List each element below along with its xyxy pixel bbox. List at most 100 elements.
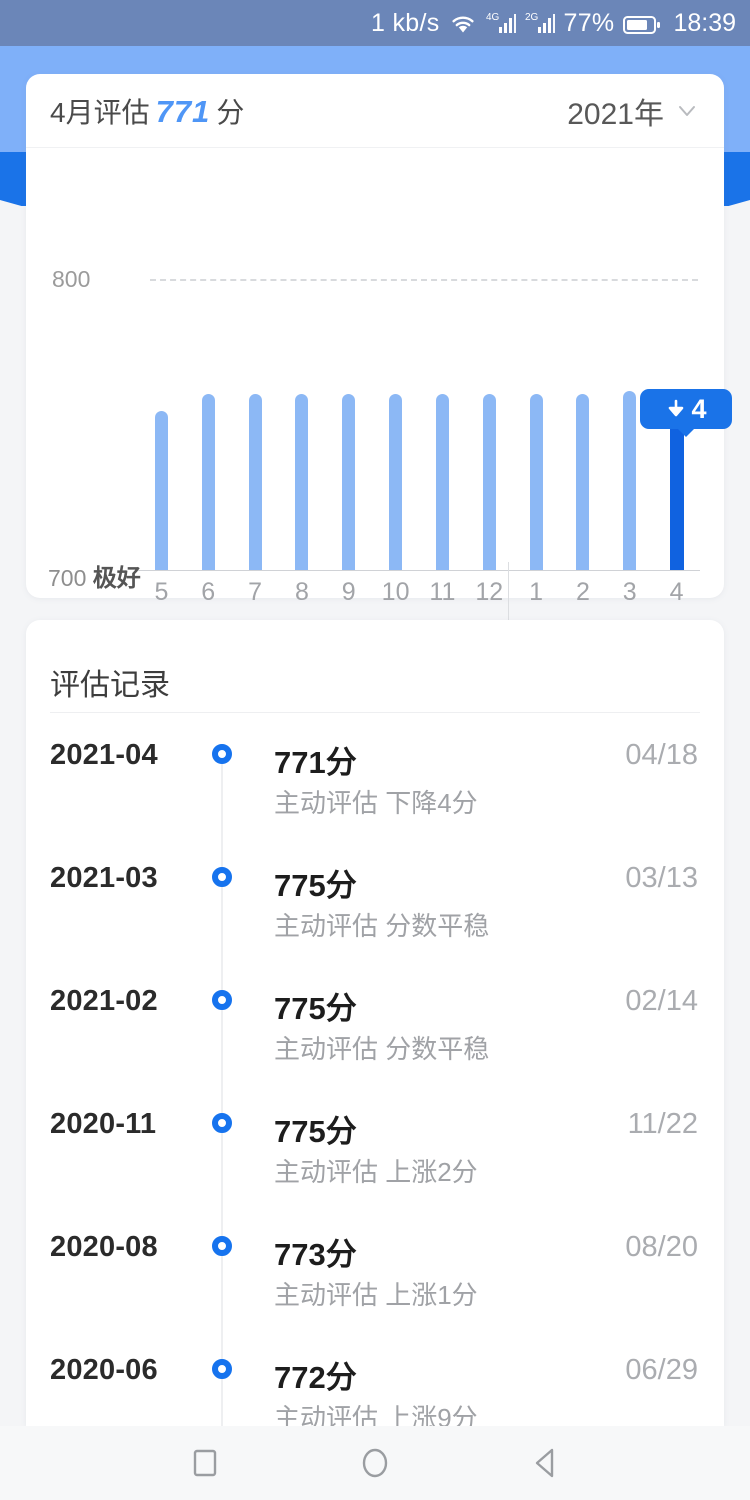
battery-percent-label: 77% <box>563 8 615 37</box>
x-axis-label-9: 9 <box>341 578 356 606</box>
record-score: 775分 <box>274 868 357 903</box>
record-score: 773分 <box>274 1237 357 1272</box>
record-day: 06/29 <box>625 1354 698 1386</box>
svg-text:2G: 2G <box>525 12 539 23</box>
year-divider-line <box>508 562 509 640</box>
x-axis-label-12: 12 <box>475 578 504 606</box>
record-score: 771分 <box>274 745 357 780</box>
bar-1[interactable] <box>529 393 543 570</box>
y-axis-tick-bottom: 700 极好 <box>48 558 141 593</box>
record-score: 772分 <box>274 1360 357 1395</box>
clock-label: 18:39 <box>673 8 736 37</box>
status-bar: 1 kb/s 4G 2G <box>0 0 750 46</box>
battery-icon <box>623 10 661 36</box>
records-list[interactable]: 2021-04 771分 主动评估 下降4分 04/18 2021-03 775分 主动评估… <box>26 713 724 1426</box>
signal-2g-icon: 2G <box>525 10 555 36</box>
assessment-records-card: 评估记录 2021-04 771分 主动评估 下降4分 04/18 2021-03 775… <box>26 620 724 1426</box>
circle-home-icon[interactable] <box>353 1441 397 1485</box>
bar-10[interactable] <box>389 393 403 570</box>
records-divider <box>50 712 700 713</box>
bar-7[interactable] <box>248 393 262 570</box>
record-score: 775分 <box>274 1114 357 1149</box>
bar-3[interactable] <box>623 391 637 570</box>
chart-header: 4月评估 771 分 2021年 <box>26 74 724 148</box>
record-day: 04/18 <box>625 739 698 771</box>
timeline-dot-icon <box>212 1113 232 1133</box>
timeline-connector <box>221 959 223 1082</box>
x-axis-line <box>138 570 700 571</box>
x-axis-label-8: 8 <box>294 578 309 606</box>
record-description: 主动评估 分数平稳 <box>274 1034 490 1064</box>
record-score: 775分 <box>274 991 357 1026</box>
record-day: 03/13 <box>625 862 698 894</box>
android-nav-bar <box>0 1426 750 1500</box>
x-axis-label-7: 7 <box>248 578 263 606</box>
year-selector-label: 2021年 <box>567 97 664 131</box>
record-row[interactable]: 2021-03 775分主动评估 分数平稳 03/13 <box>26 836 724 959</box>
timeline-dot-icon <box>212 990 232 1010</box>
x-axis-label-5: 5 <box>154 578 169 606</box>
bar-8[interactable] <box>295 393 309 570</box>
record-description: 主动评估 上涨9分 <box>274 1403 478 1426</box>
bar-11[interactable] <box>435 393 449 570</box>
timeline-dot-icon <box>212 867 232 887</box>
bar-2[interactable] <box>576 393 590 570</box>
record-row[interactable]: 2020-11 775分主动评估 上涨2分 11/22 <box>26 1082 724 1205</box>
record-description: 主动评估 分数平稳 <box>274 911 490 941</box>
records-heading: 评估记录 <box>50 669 170 702</box>
record-row[interactable]: 2021-04 771分 主动评估 下降4分 04/18 <box>26 713 724 867</box>
record-month: 2021-03 <box>50 862 158 894</box>
x-axis-label-11: 11 <box>429 578 456 606</box>
timeline-dot-icon <box>212 1236 232 1256</box>
timeline-connector <box>221 1205 223 1328</box>
timeline-dot-icon <box>212 744 232 764</box>
timeline-connector <box>221 744 223 867</box>
record-month: 2020-08 <box>50 1231 158 1263</box>
record-month: 2020-06 <box>50 1354 158 1386</box>
bar-6[interactable] <box>201 393 215 570</box>
x-axis-label-6: 6 <box>201 578 216 606</box>
record-row[interactable]: 2021-02 775分主动评估 分数平稳 02/14 <box>26 959 724 1082</box>
score-chart-card: 4月评估 771 分 2021年 800 700 极好 <box>26 74 732 654</box>
record-month: 2020-11 <box>50 1108 157 1140</box>
wifi-icon <box>449 10 477 36</box>
record-day: 02/14 <box>625 985 698 1017</box>
gridline-800 <box>150 279 698 281</box>
x-axis-label-2: 2 <box>575 578 590 606</box>
x-axis-label-1: 1 <box>529 578 544 606</box>
x-axis-label-4: 4 <box>669 578 684 606</box>
bar-4[interactable] <box>669 396 684 570</box>
x-axis-label-10: 10 <box>381 578 410 606</box>
record-day: 08/20 <box>625 1231 698 1263</box>
x-axis-labels: 5 6 7 8 9 10 11 12 1 2 3 4 <box>138 578 700 618</box>
chart-title-suffix: 分 <box>216 96 245 128</box>
record-description: 主动评估 上涨2分 <box>274 1157 478 1187</box>
x-axis-label-3: 3 <box>622 578 637 606</box>
bar-5[interactable] <box>154 411 168 570</box>
timeline-connector <box>221 836 223 959</box>
svg-text:4G: 4G <box>486 12 500 23</box>
bar-series <box>138 318 700 570</box>
record-month: 2021-02 <box>50 985 158 1017</box>
timeline-dot-icon <box>212 1359 232 1379</box>
record-row[interactable]: 2020-06 772分主动评估 上涨9分 06/29 <box>26 1328 724 1426</box>
change-tooltip: 4 <box>640 389 732 437</box>
change-tooltip-value: 4 <box>691 393 707 424</box>
square-recents-icon[interactable] <box>183 1441 227 1485</box>
triangle-back-icon[interactable] <box>523 1441 567 1485</box>
signal-4g-icon: 4G <box>486 10 516 36</box>
chart-title-prefix: 4月评估 <box>50 96 150 128</box>
chart-title-score: 771 <box>155 93 211 129</box>
record-row[interactable]: 2020-08 773分主动评估 上涨1分 08/20 <box>26 1205 724 1328</box>
arrow-down-icon <box>665 398 687 420</box>
bar-9[interactable] <box>342 393 356 570</box>
chart-title: 4月评估 771 分 <box>50 91 244 131</box>
year-selector[interactable]: 2021年 <box>567 89 698 133</box>
record-description: 主动评估 上涨1分 <box>274 1280 478 1310</box>
bar-12[interactable] <box>482 393 496 570</box>
record-month: 2021-04 <box>50 739 158 771</box>
record-day: 11/22 <box>627 1108 698 1140</box>
y-axis-tick-bottom-value: 700 <box>48 565 87 591</box>
